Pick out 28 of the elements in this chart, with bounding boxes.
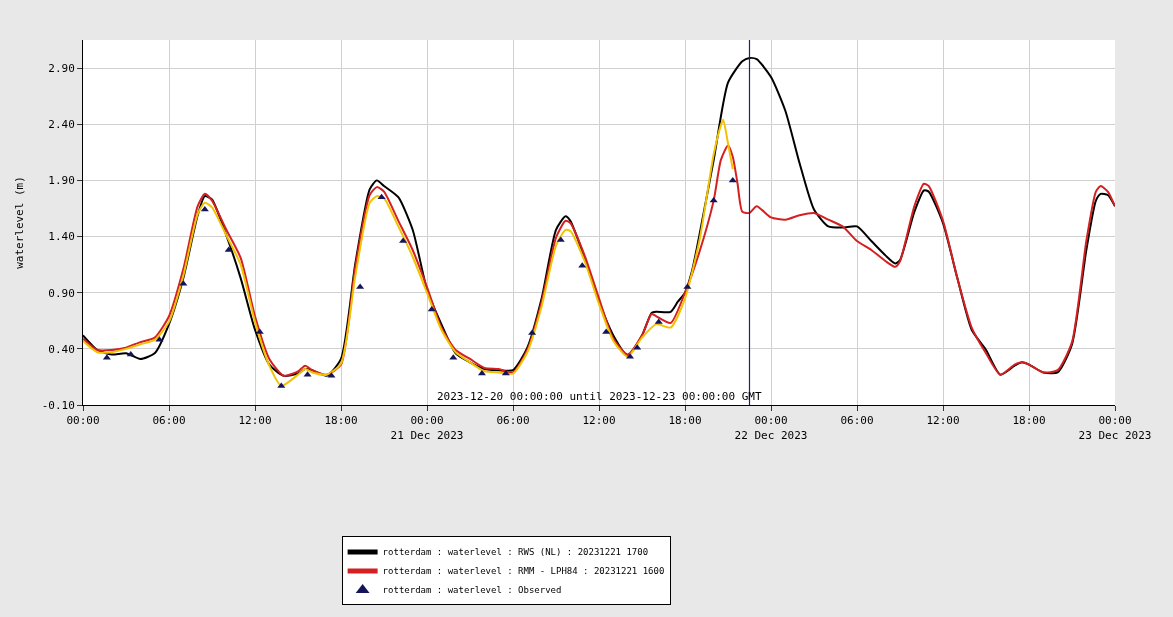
x-tick-label: 18:00 [1012, 414, 1046, 428]
y-tick-label: 2.40 [48, 118, 75, 132]
legend-label: rotterdam : waterlevel : Observed [382, 585, 562, 596]
x-tick-label: 18:00 [324, 414, 358, 428]
line-series [83, 118, 734, 387]
y-tick-label: 1.40 [48, 230, 75, 244]
y-tick-label: 0.90 [48, 286, 75, 300]
x-tick-label: 00:00 [66, 414, 100, 428]
x-tick-label: 12:00 [582, 414, 616, 428]
y-tick-label: 2.90 [48, 61, 75, 75]
x-tick-label: 06:00 [840, 414, 874, 428]
y-axis-title: waterlevel (m) [13, 176, 27, 269]
x-tick-label: 12:00 [926, 414, 960, 428]
line-series [83, 144, 1115, 377]
legend-label: rotterdam : waterlevel : RMM - LPH84 : 20231221 1600 [382, 566, 665, 577]
x-tick-label: 06:00 [496, 414, 530, 428]
x-tick-label: 00:00 22 Dec 2023 [734, 414, 808, 442]
x-tick-label: 06:00 [152, 414, 186, 428]
x-tick-label: 18:00 [668, 414, 702, 428]
x-tick-label: 12:00 [238, 414, 272, 428]
point [126, 350, 135, 357]
legend-label: rotterdam : waterlevel : RWS (NL) : 20231221 1700 [382, 547, 649, 558]
x-tick-label: 00:00 21 Dec 2023 [390, 414, 464, 442]
y-tick-label: 0.40 [48, 342, 75, 356]
x-tick-label: 00:00 23 Dec 2023 [1078, 414, 1152, 442]
y-tick-label: 1.90 [48, 174, 75, 188]
y-tick-label: -0.10 [41, 398, 75, 412]
point [728, 176, 737, 183]
